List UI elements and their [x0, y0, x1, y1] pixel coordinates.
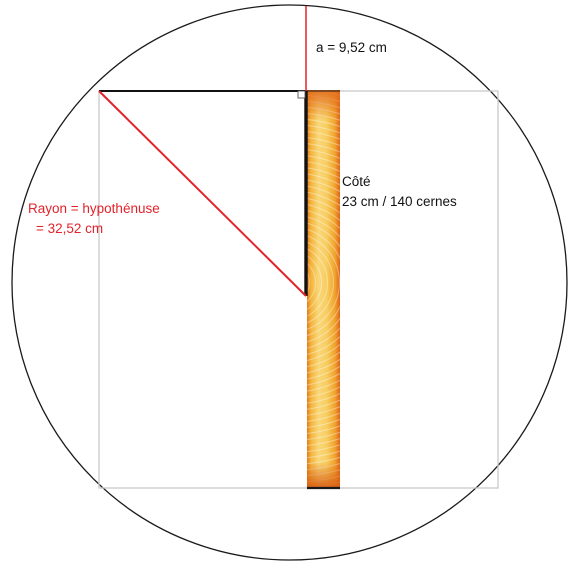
wood-ring [307, 90, 340, 477]
wood-ring [307, 481, 340, 488]
radius-label-line1: Rayon = hypothénuse [28, 201, 160, 216]
side-label-line2: 23 cm / 140 cernes [342, 194, 457, 209]
wood-ring [307, 155, 340, 410]
wood-ring [307, 191, 340, 374]
wood-ring [307, 475, 340, 483]
wood-ring [307, 149, 340, 416]
wood-ring [307, 248, 329, 317]
wood-ring [307, 255, 323, 310]
wood-ring [307, 100, 340, 465]
wood-ring [307, 271, 311, 294]
wood-ring [307, 130, 340, 435]
wood-ring [307, 203, 340, 362]
wood-ring [307, 210, 340, 355]
wood-ring [12, 5, 568, 561]
wood-ring [307, 185, 340, 380]
wood-ring [307, 94, 340, 471]
sagitta-label: a = 9,52 cm [316, 40, 387, 55]
wood-ring [307, 137, 340, 428]
wood-ring [307, 118, 340, 447]
right-angle-marker [297, 90, 306, 99]
wood-ring [307, 143, 340, 422]
wood-ring [307, 235, 340, 330]
side-label-line1: Côté [342, 174, 371, 189]
trunk-circle [11, 4, 568, 561]
wood-ring [307, 112, 340, 453]
wood-ring [307, 241, 335, 324]
wood-ring [307, 179, 340, 386]
radius-label-line2: = 32,52 cm [36, 221, 103, 236]
wood-ring [307, 262, 317, 303]
radius-line [98, 90, 307, 297]
wood-ring [307, 106, 340, 459]
wood-ring [307, 197, 340, 368]
wood-ring [307, 124, 340, 441]
wood-plank [12, 5, 568, 561]
